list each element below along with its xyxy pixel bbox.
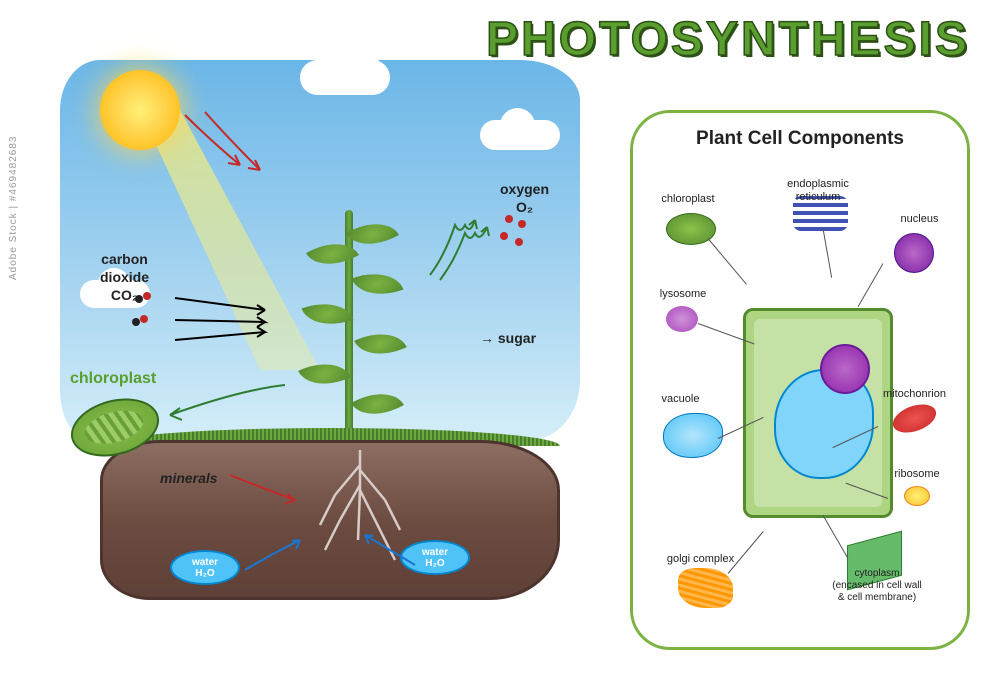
nucleus-label: nucleus (892, 213, 947, 226)
plant-cell-panel: Plant Cell Components chloroplast endopl… (630, 110, 970, 650)
vacuole-shape-outer (663, 413, 723, 458)
vacuole-label: vacuole (653, 393, 708, 406)
cell-panel-title: Plant Cell Components (648, 128, 952, 150)
cytoplasm-label: cytoplasm (encased in cell wall & cell m… (812, 568, 942, 604)
er-label: endoplasmic reticulum (768, 178, 868, 204)
leader-line (858, 263, 884, 307)
cell-wall (743, 308, 893, 518)
cell-diagram: chloroplast endoplasmic reticulum nucleu… (648, 158, 952, 638)
leader-line (708, 238, 747, 285)
sugar-label: → sugar (480, 330, 536, 346)
leaf-icon (298, 352, 351, 396)
co2-molecule (132, 318, 140, 326)
watermark: Adobe Stock | #469482683 (8, 136, 19, 280)
leaf-icon (351, 381, 404, 428)
water-label: waterH₂O (170, 550, 240, 585)
oxygen-label: oxygen O₂ (500, 180, 549, 216)
o2-molecule (518, 220, 526, 228)
ribosome-shape (904, 486, 930, 506)
chloroplast-cell-label: chloroplast (653, 193, 723, 206)
leader-line (823, 228, 833, 277)
water-arrow (360, 530, 420, 580)
cytoplasm-region (754, 319, 882, 507)
leaf-icon (354, 322, 407, 366)
minerals-label: minerals (160, 470, 218, 486)
chloroplast-arrow (160, 380, 290, 430)
mitochondrion-shape (889, 399, 940, 438)
golgi-label: golgi complex (658, 553, 743, 566)
nucleus-shape-outer (894, 233, 934, 273)
o2-molecule (505, 215, 513, 223)
o2-molecule (515, 238, 523, 246)
mitochondrion-label: mitochonrion (877, 388, 952, 401)
plant (280, 170, 420, 450)
water-arrow (240, 535, 310, 585)
ribosome-label: ribosome (887, 468, 947, 481)
co2-arrows (170, 290, 280, 350)
o2-molecule (500, 232, 508, 240)
co2-molecule (135, 295, 143, 303)
golgi-shape (678, 568, 733, 608)
leaf-icon (352, 263, 404, 305)
sun-icon (100, 70, 180, 150)
minerals-arrow (225, 470, 305, 510)
photosynthesis-scene: carbon dioxide CO₂ chloroplast oxygen O₂… (40, 40, 600, 660)
co2-molecule (140, 315, 148, 323)
co2-molecule (143, 292, 151, 300)
chloroplast-label: chloroplast (70, 370, 156, 388)
lysosome-shape (666, 306, 698, 332)
oxygen-arrows (425, 215, 495, 285)
cloud-icon (300, 60, 390, 95)
leader-line (823, 515, 849, 559)
cloud-icon (480, 120, 560, 150)
lysosome-label: lysosome (653, 288, 713, 301)
nucleus-shape (820, 344, 870, 394)
